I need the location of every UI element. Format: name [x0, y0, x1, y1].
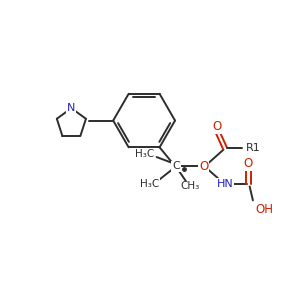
Text: R1: R1 — [245, 143, 260, 153]
Text: HN: HN — [217, 179, 233, 189]
Text: H₃C: H₃C — [140, 179, 159, 189]
Text: N: N — [67, 103, 76, 113]
Text: H₃C: H₃C — [135, 149, 154, 159]
Text: O: O — [199, 160, 208, 173]
Text: C: C — [172, 161, 180, 172]
Text: O: O — [244, 157, 253, 170]
Text: O: O — [212, 120, 221, 133]
Text: OH: OH — [255, 203, 273, 216]
Text: CH₃: CH₃ — [180, 182, 200, 191]
